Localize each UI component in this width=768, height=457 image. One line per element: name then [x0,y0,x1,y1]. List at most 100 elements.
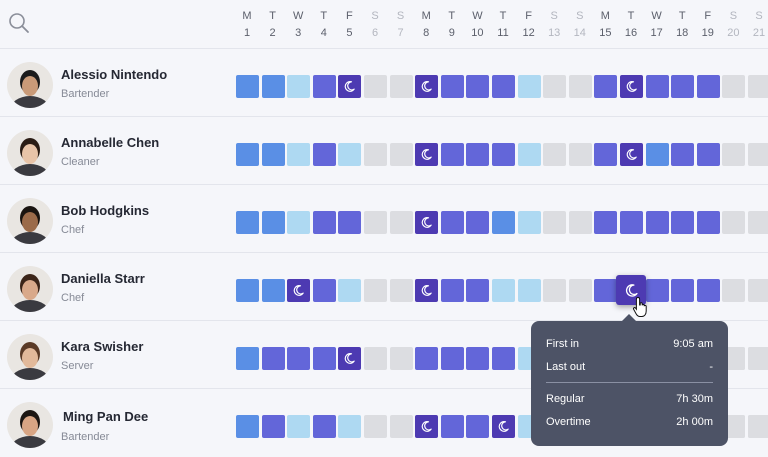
off-day-cell[interactable] [389,211,413,234]
off-day-cell[interactable] [364,211,387,234]
off-day-cell[interactable] [568,143,592,166]
off-day-cell[interactable] [568,279,592,302]
employee-name[interactable]: Alessio Nintendo [61,67,168,82]
shift-cell[interactable] [492,279,515,302]
shift-cell[interactable] [440,415,464,438]
shift-cell[interactable] [261,415,285,438]
off-day-cell[interactable] [722,415,746,438]
shift-cell[interactable] [466,415,490,438]
shift-cell[interactable] [287,211,311,234]
shift-cell[interactable] [236,347,259,370]
shift-cell[interactable] [645,211,669,234]
shift-cell[interactable] [312,211,336,234]
off-day-cell[interactable] [389,143,413,166]
employee-name[interactable]: Bob Hodgkins [61,203,150,218]
shift-cell[interactable] [261,75,285,98]
shift-cell[interactable] [517,347,532,370]
shift-cell[interactable] [492,75,515,98]
avatar[interactable] [7,402,53,448]
off-day-cell[interactable] [364,279,387,302]
off-day-cell[interactable] [364,75,387,98]
shift-cell[interactable] [440,211,464,234]
shift-cell[interactable] [492,143,515,166]
shift-cell[interactable] [466,143,490,166]
off-day-cell[interactable] [543,279,567,302]
off-day-cell[interactable] [543,143,567,166]
shift-cell[interactable] [620,211,643,234]
shift-cell[interactable] [338,415,362,438]
shift-cell[interactable] [466,75,490,98]
off-day-cell[interactable] [748,75,768,98]
shift-cell[interactable] [261,279,285,302]
off-day-cell[interactable] [568,75,592,98]
night-shift-cell[interactable] [415,143,439,166]
shift-cell[interactable] [440,143,464,166]
shift-cell[interactable] [696,211,720,234]
off-day-cell[interactable] [722,75,746,98]
shift-cell[interactable] [466,347,490,370]
shift-cell[interactable] [261,211,285,234]
off-day-cell[interactable] [364,347,387,370]
shift-cell[interactable] [517,415,532,438]
shift-cell[interactable] [594,75,618,98]
shift-cell[interactable] [517,279,541,302]
shift-cell[interactable] [440,75,464,98]
shift-cell[interactable] [671,143,695,166]
off-day-cell[interactable] [748,211,768,234]
off-day-cell[interactable] [568,211,592,234]
shift-cell[interactable] [696,279,720,302]
employee-name[interactable]: Daniella Starr [61,271,145,286]
off-day-cell[interactable] [722,211,746,234]
night-shift-cell[interactable] [492,415,515,438]
shift-cell[interactable] [517,143,541,166]
shift-cell[interactable] [645,143,669,166]
shift-cell[interactable] [261,143,285,166]
off-day-cell[interactable] [389,75,413,98]
off-day-cell[interactable] [748,143,768,166]
night-shift-cell[interactable] [616,275,646,305]
night-shift-cell[interactable] [338,75,362,98]
shift-cell[interactable] [440,279,464,302]
avatar[interactable] [7,266,53,312]
shift-cell[interactable] [671,211,695,234]
shift-cell[interactable] [312,75,336,98]
avatar[interactable] [7,130,53,176]
shift-cell[interactable] [594,211,618,234]
night-shift-cell[interactable] [415,415,439,438]
night-shift-cell[interactable] [338,347,362,370]
shift-cell[interactable] [440,347,464,370]
avatar[interactable] [7,334,53,380]
shift-cell[interactable] [338,143,362,166]
shift-cell[interactable] [287,75,311,98]
avatar[interactable] [7,198,53,244]
shift-cell[interactable] [517,75,541,98]
off-day-cell[interactable] [364,143,387,166]
shift-cell[interactable] [236,75,259,98]
shift-cell[interactable] [671,75,695,98]
off-day-cell[interactable] [722,143,746,166]
shift-cell[interactable] [645,279,669,302]
shift-cell[interactable] [338,211,362,234]
off-day-cell[interactable] [389,415,413,438]
shift-cell[interactable] [287,143,311,166]
shift-cell[interactable] [466,211,490,234]
off-day-cell[interactable] [748,347,768,370]
shift-cell[interactable] [594,279,618,302]
off-day-cell[interactable] [748,415,768,438]
night-shift-cell[interactable] [415,279,439,302]
shift-cell[interactable] [312,143,336,166]
night-shift-cell[interactable] [287,279,311,302]
shift-cell[interactable] [671,279,695,302]
shift-cell[interactable] [696,75,720,98]
off-day-cell[interactable] [364,415,387,438]
night-shift-cell[interactable] [620,75,643,98]
shift-cell[interactable] [492,211,515,234]
night-shift-cell[interactable] [620,143,643,166]
shift-cell[interactable] [415,347,439,370]
employee-name[interactable]: Annabelle Chen [61,135,160,150]
night-shift-cell[interactable] [415,211,439,234]
shift-cell[interactable] [312,279,336,302]
off-day-cell[interactable] [543,211,567,234]
search-icon[interactable] [8,12,30,34]
employee-name[interactable]: Kara Swisher [61,339,144,354]
